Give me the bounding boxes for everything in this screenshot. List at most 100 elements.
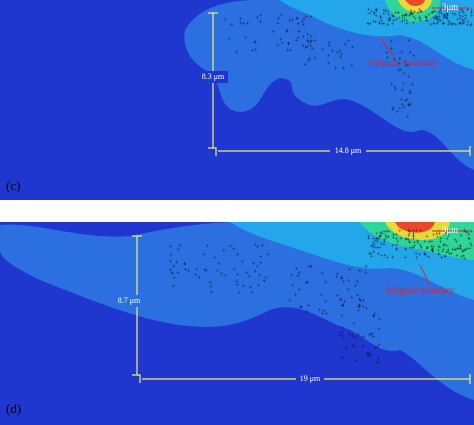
dislocation: + (308, 56, 312, 62)
dislocation: + (373, 246, 377, 252)
dislocation: + (195, 267, 199, 273)
label-bg (114, 295, 144, 307)
dislocation: + (227, 37, 231, 43)
dislocation: + (334, 66, 338, 72)
dislocation: + (405, 237, 409, 243)
dislocation: + (390, 82, 394, 88)
dislocation: + (241, 259, 245, 265)
dislocation: + (385, 236, 389, 242)
dislocation: + (412, 229, 416, 235)
dislocation: + (379, 15, 383, 21)
dislocation: + (402, 81, 406, 87)
dislocation: + (447, 22, 451, 28)
dislocation: + (416, 239, 420, 245)
dislocation: + (394, 88, 398, 94)
dislocation: + (409, 9, 413, 15)
dislocation: + (424, 253, 428, 259)
dislocation: + (403, 14, 407, 20)
dislocation: + (401, 19, 405, 25)
dislocation: + (340, 297, 344, 303)
dislocation: + (374, 239, 378, 245)
dislocation: + (453, 13, 457, 19)
dislocation: + (392, 233, 396, 239)
dislocation: + (285, 30, 289, 36)
dislocation: + (352, 321, 356, 327)
dislocation: + (382, 12, 386, 18)
dislocation: + (341, 326, 345, 332)
dislocation: + (470, 244, 474, 250)
dislocation: + (296, 17, 300, 23)
dislocation: + (444, 231, 448, 237)
dislocation: + (461, 18, 465, 24)
dislocation: + (433, 22, 437, 28)
dislocation: + (432, 244, 436, 250)
dislocation: + (367, 235, 371, 241)
dislocation: + (304, 45, 308, 51)
dislocation: + (340, 276, 344, 282)
dislocation: + (372, 241, 376, 247)
dislocation: + (408, 241, 412, 247)
dislocation: + (458, 11, 462, 17)
dislocation: + (419, 244, 423, 250)
dislocation: + (372, 314, 376, 320)
dislocation: + (408, 230, 412, 236)
dislocation: + (306, 32, 310, 38)
dislocation: + (339, 55, 343, 61)
dislocation: + (409, 12, 413, 18)
dislocation: + (306, 280, 310, 286)
dislocation: + (432, 21, 436, 27)
dislocation: + (387, 229, 391, 235)
dislocation: + (382, 9, 386, 15)
dislocation: + (387, 19, 391, 25)
dislocation: + (460, 255, 464, 261)
dislocation: + (358, 303, 362, 309)
dislocation: + (468, 247, 472, 253)
dislocation: + (423, 252, 427, 258)
dislocation: + (353, 335, 357, 341)
dislocation: + (313, 38, 317, 44)
label-bg (198, 71, 228, 83)
dislocation: + (418, 8, 422, 14)
dislocation: + (374, 20, 378, 26)
dislocation: + (224, 273, 228, 279)
dislocation: + (230, 23, 234, 29)
dislocation: + (442, 22, 446, 28)
dislocation: + (394, 11, 398, 17)
dislocation: + (425, 18, 429, 24)
dislocation: + (435, 14, 439, 20)
dislocation: + (436, 17, 440, 23)
dislocation: + (395, 247, 399, 253)
dislocation: + (305, 14, 309, 20)
dislocation: + (412, 237, 416, 243)
dislocation: + (430, 240, 434, 246)
dislocation: + (437, 249, 441, 255)
dislocation: + (217, 262, 221, 268)
dislocation: + (376, 240, 380, 246)
dislocation: + (459, 16, 463, 22)
dislocation: + (458, 21, 462, 27)
dislocation: + (392, 15, 396, 21)
dislocation: + (305, 281, 309, 287)
dislocation: + (426, 246, 430, 252)
dislocation: + (438, 18, 442, 24)
dislocation: + (376, 345, 380, 351)
dislocation: + (456, 247, 460, 253)
dislocation: + (440, 256, 444, 262)
dislocation: + (183, 262, 187, 268)
dislocation: + (445, 237, 449, 243)
dislocation: + (388, 17, 392, 23)
dislocation: + (301, 44, 305, 50)
dislocation: + (439, 240, 443, 246)
dislocation: + (453, 238, 457, 244)
dislocation: + (235, 50, 239, 56)
dislocation: + (461, 15, 465, 21)
dislocation: + (407, 38, 411, 44)
dislocation: + (470, 229, 474, 235)
dislocation: + (396, 11, 400, 17)
dislocation: + (223, 18, 227, 24)
dislocation: + (302, 17, 306, 23)
dislocation: + (236, 252, 240, 258)
dislocation: + (297, 22, 301, 28)
dislocation: + (376, 246, 380, 252)
dislocation: + (407, 104, 411, 110)
